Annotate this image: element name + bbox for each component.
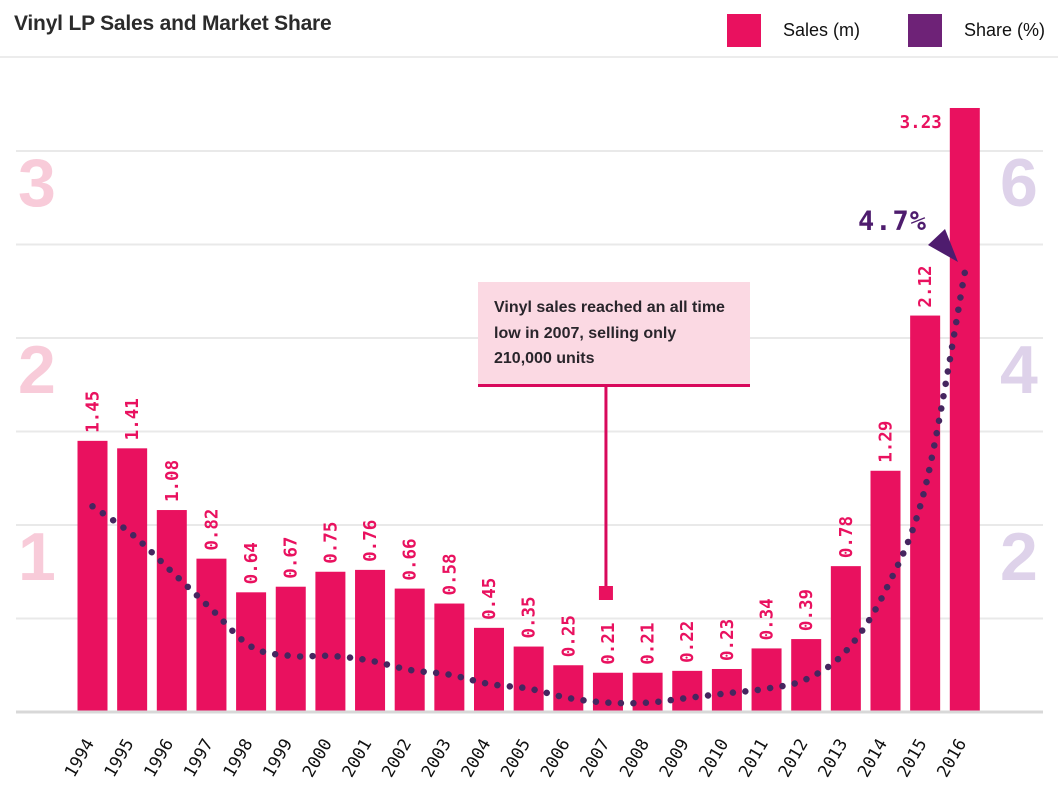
year-tick-label: 2007 <box>576 736 614 781</box>
year-tick-label: 1997 <box>180 736 218 781</box>
year-tick-label: 2000 <box>299 736 337 781</box>
year-tick-label: 2012 <box>775 736 813 781</box>
right-axis-tick: 6 <box>1000 145 1038 221</box>
bar-value-label: 1.41 <box>123 398 143 440</box>
share-legend-swatch-icon <box>908 14 942 47</box>
annotation-box: Vinyl sales reached an all time low in 2… <box>478 282 750 387</box>
bar-value-label: 2.12 <box>916 265 936 307</box>
year-tick-label: 2016 <box>933 736 971 781</box>
year-tick-label: 1996 <box>140 736 178 781</box>
year-tick-label: 2015 <box>894 736 932 781</box>
legend-label-sales: Sales (m) <box>783 20 861 40</box>
page-title: Vinyl LP Sales and Market Share <box>14 12 332 35</box>
left-axis-tick: 3 <box>18 145 56 221</box>
left-axis-tick: 2 <box>18 332 56 408</box>
bar-2015 <box>910 315 941 712</box>
bar-value-label: 1.08 <box>163 460 183 502</box>
bar-value-label: 0.22 <box>678 621 698 663</box>
bar-value-label: 0.23 <box>718 619 738 661</box>
bar-value-label: 0.45 <box>480 578 500 620</box>
bar-1999 <box>275 586 306 712</box>
bar-value-label: 0.25 <box>559 615 579 657</box>
year-tick-label: 2003 <box>418 736 456 781</box>
year-tick-label: 1999 <box>259 736 297 781</box>
bar-value-label: 3.23 <box>900 113 942 133</box>
bar-value-label: 0.21 <box>599 623 619 665</box>
bar-value-label: 0.78 <box>837 516 857 558</box>
bar-1996 <box>156 510 187 712</box>
bar-value-label: 0.21 <box>639 623 659 665</box>
year-tick-label: 2010 <box>695 736 733 781</box>
legend-item-sales: Sales (m) <box>727 14 860 47</box>
bar-value-label: 0.64 <box>242 542 262 584</box>
year-tick-label: 2009 <box>656 736 694 781</box>
year-tick-label: 2011 <box>735 736 773 781</box>
right-axis-tick: 4 <box>1000 332 1038 408</box>
left-axis-tick: 1 <box>18 519 56 595</box>
bar-value-label: 0.58 <box>440 553 460 595</box>
bar-1995 <box>117 448 148 712</box>
peak-callout-label: 4.7% <box>858 206 928 237</box>
bar-2003 <box>434 603 465 712</box>
year-tick-label: 2013 <box>814 736 852 781</box>
bar-2002 <box>394 588 425 712</box>
bar-1997 <box>196 558 227 712</box>
year-tick-label: 2001 <box>339 736 377 781</box>
year-tick-label: 2006 <box>537 736 575 781</box>
bar-2011 <box>751 648 782 712</box>
bar-2008 <box>632 672 663 712</box>
bar-value-label: 1.29 <box>877 421 897 463</box>
year-tick-label: 2002 <box>378 736 416 781</box>
right-axis-tick: 2 <box>1000 519 1038 595</box>
bar-value-label: 0.34 <box>758 598 778 640</box>
bar-2016 <box>949 107 980 713</box>
bar-2005 <box>513 646 544 712</box>
year-tick-label: 2008 <box>616 736 654 781</box>
bar-value-label: 0.67 <box>282 537 302 579</box>
bar-value-label: 0.75 <box>321 522 341 564</box>
bar-2007 <box>592 672 623 712</box>
year-tick-label: 2004 <box>458 736 496 781</box>
bar-value-label: 0.76 <box>361 520 381 562</box>
bar-value-label: 1.45 <box>84 391 104 433</box>
bar-2009 <box>672 670 703 712</box>
sales-legend-swatch-icon <box>727 14 761 47</box>
share-arrow-icon <box>928 229 958 262</box>
bar-value-label: 0.82 <box>202 509 222 551</box>
bar-2004 <box>474 627 504 712</box>
year-tick-label: 1998 <box>220 736 258 781</box>
bar-2000 <box>315 571 346 712</box>
year-tick-label: 2005 <box>497 736 535 781</box>
bar-2001 <box>355 569 386 712</box>
bar-1994 <box>77 440 108 712</box>
callout-marker <box>598 586 613 600</box>
bar-2010 <box>711 668 742 712</box>
bar-2006 <box>553 665 584 712</box>
legend-item-share: Share (%) <box>908 14 1045 47</box>
bar-2014 <box>870 470 901 712</box>
bar-value-label: 0.66 <box>401 538 421 580</box>
legend-label-share: Share (%) <box>964 20 1046 40</box>
year-tick-label: 1995 <box>101 736 139 781</box>
annotation-text: Vinyl sales reached an all time low in 2… <box>494 299 725 368</box>
year-tick-label: 1994 <box>61 736 99 781</box>
bar-value-label: 0.39 <box>797 589 817 631</box>
year-tick-label: 2014 <box>854 736 892 781</box>
bar-value-label: 0.35 <box>520 596 540 638</box>
